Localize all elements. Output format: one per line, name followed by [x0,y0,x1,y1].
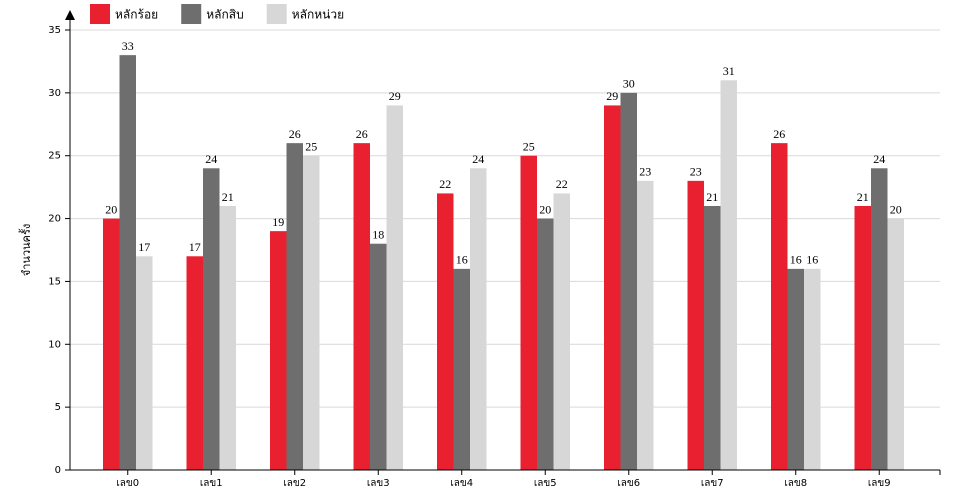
x-tick-label: เลข8 [784,478,807,489]
value-label: 21 [857,190,869,204]
bar [787,268,804,470]
value-label: 26 [356,127,368,141]
legend-swatch [90,4,110,24]
bar [720,80,737,471]
value-label: 17 [138,240,150,254]
bar [286,143,303,470]
bar [704,206,721,470]
x-tick-label: เลข3 [367,478,390,489]
y-tick-label: 10 [48,339,61,350]
bar [437,193,454,470]
value-label: 29 [389,89,401,103]
bar [637,180,654,470]
legend-swatch [181,4,202,24]
x-tick-label: เลข1 [200,478,223,489]
value-label: 17 [189,240,201,254]
bar [453,268,470,470]
value-label: 33 [122,39,134,53]
y-tick-label: 20 [48,214,61,225]
x-tick-label: เลข9 [868,478,891,489]
value-label: 20 [105,202,117,216]
bar [370,243,387,470]
bar [470,168,487,471]
legend-label: หลักร้อย [115,8,158,22]
y-tick-label: 0 [55,465,61,476]
value-label: 26 [289,127,301,141]
bar [687,180,704,470]
legend-label: หลักสิบ [206,8,243,22]
value-label: 24 [472,152,484,166]
y-tick-label: 25 [48,151,61,162]
legend-label: หลักหน่วย [292,8,344,22]
value-label: 19 [272,215,284,229]
value-label: 18 [372,227,384,241]
value-label: 21 [222,190,234,204]
bar [620,92,637,470]
x-tick-label: เลข2 [283,478,306,489]
bar [103,218,120,470]
value-label: 25 [523,139,535,153]
bar [186,256,203,470]
bar [771,143,788,470]
y-tick-label: 30 [48,88,61,99]
bar [854,206,871,470]
value-label: 31 [723,64,735,78]
bar [353,143,370,470]
y-tick-label: 35 [48,25,61,36]
bar [520,155,537,470]
value-label: 22 [556,177,568,191]
y-axis-label: จำนวนครั้ง [18,224,33,276]
value-label: 26 [773,127,785,141]
bar [219,206,236,470]
bar [887,218,904,470]
x-tick-label: เลข7 [701,478,724,489]
value-label: 16 [806,253,818,267]
value-label: 23 [639,165,651,179]
bar [553,193,570,470]
bar [871,168,888,471]
value-label: 24 [873,152,885,166]
bar [303,155,320,470]
value-label: 25 [305,139,317,153]
value-label: 29 [606,89,618,103]
value-label: 21 [706,190,718,204]
x-tick-label: เลข5 [534,478,557,489]
y-tick-label: 15 [48,276,61,287]
x-tick-label: เลข4 [450,478,473,489]
value-label: 23 [690,165,702,179]
bar [270,231,287,470]
bar [537,218,554,470]
value-label: 20 [539,202,551,216]
bar [136,256,153,470]
bar [386,105,403,470]
value-label: 24 [205,152,217,166]
x-tick-label: เลข0 [116,478,139,489]
bar [119,55,136,471]
value-label: 22 [439,177,451,191]
value-label: 16 [790,253,802,267]
bar [804,268,821,470]
bar [203,168,220,471]
value-label: 30 [623,77,635,91]
x-tick-label: เลข6 [617,478,640,489]
y-tick-label: 5 [55,402,61,413]
legend-swatch [266,4,287,24]
bar [604,105,621,470]
value-label: 20 [890,202,902,216]
value-label: 16 [456,253,468,267]
y-axis-arrow [65,10,75,20]
